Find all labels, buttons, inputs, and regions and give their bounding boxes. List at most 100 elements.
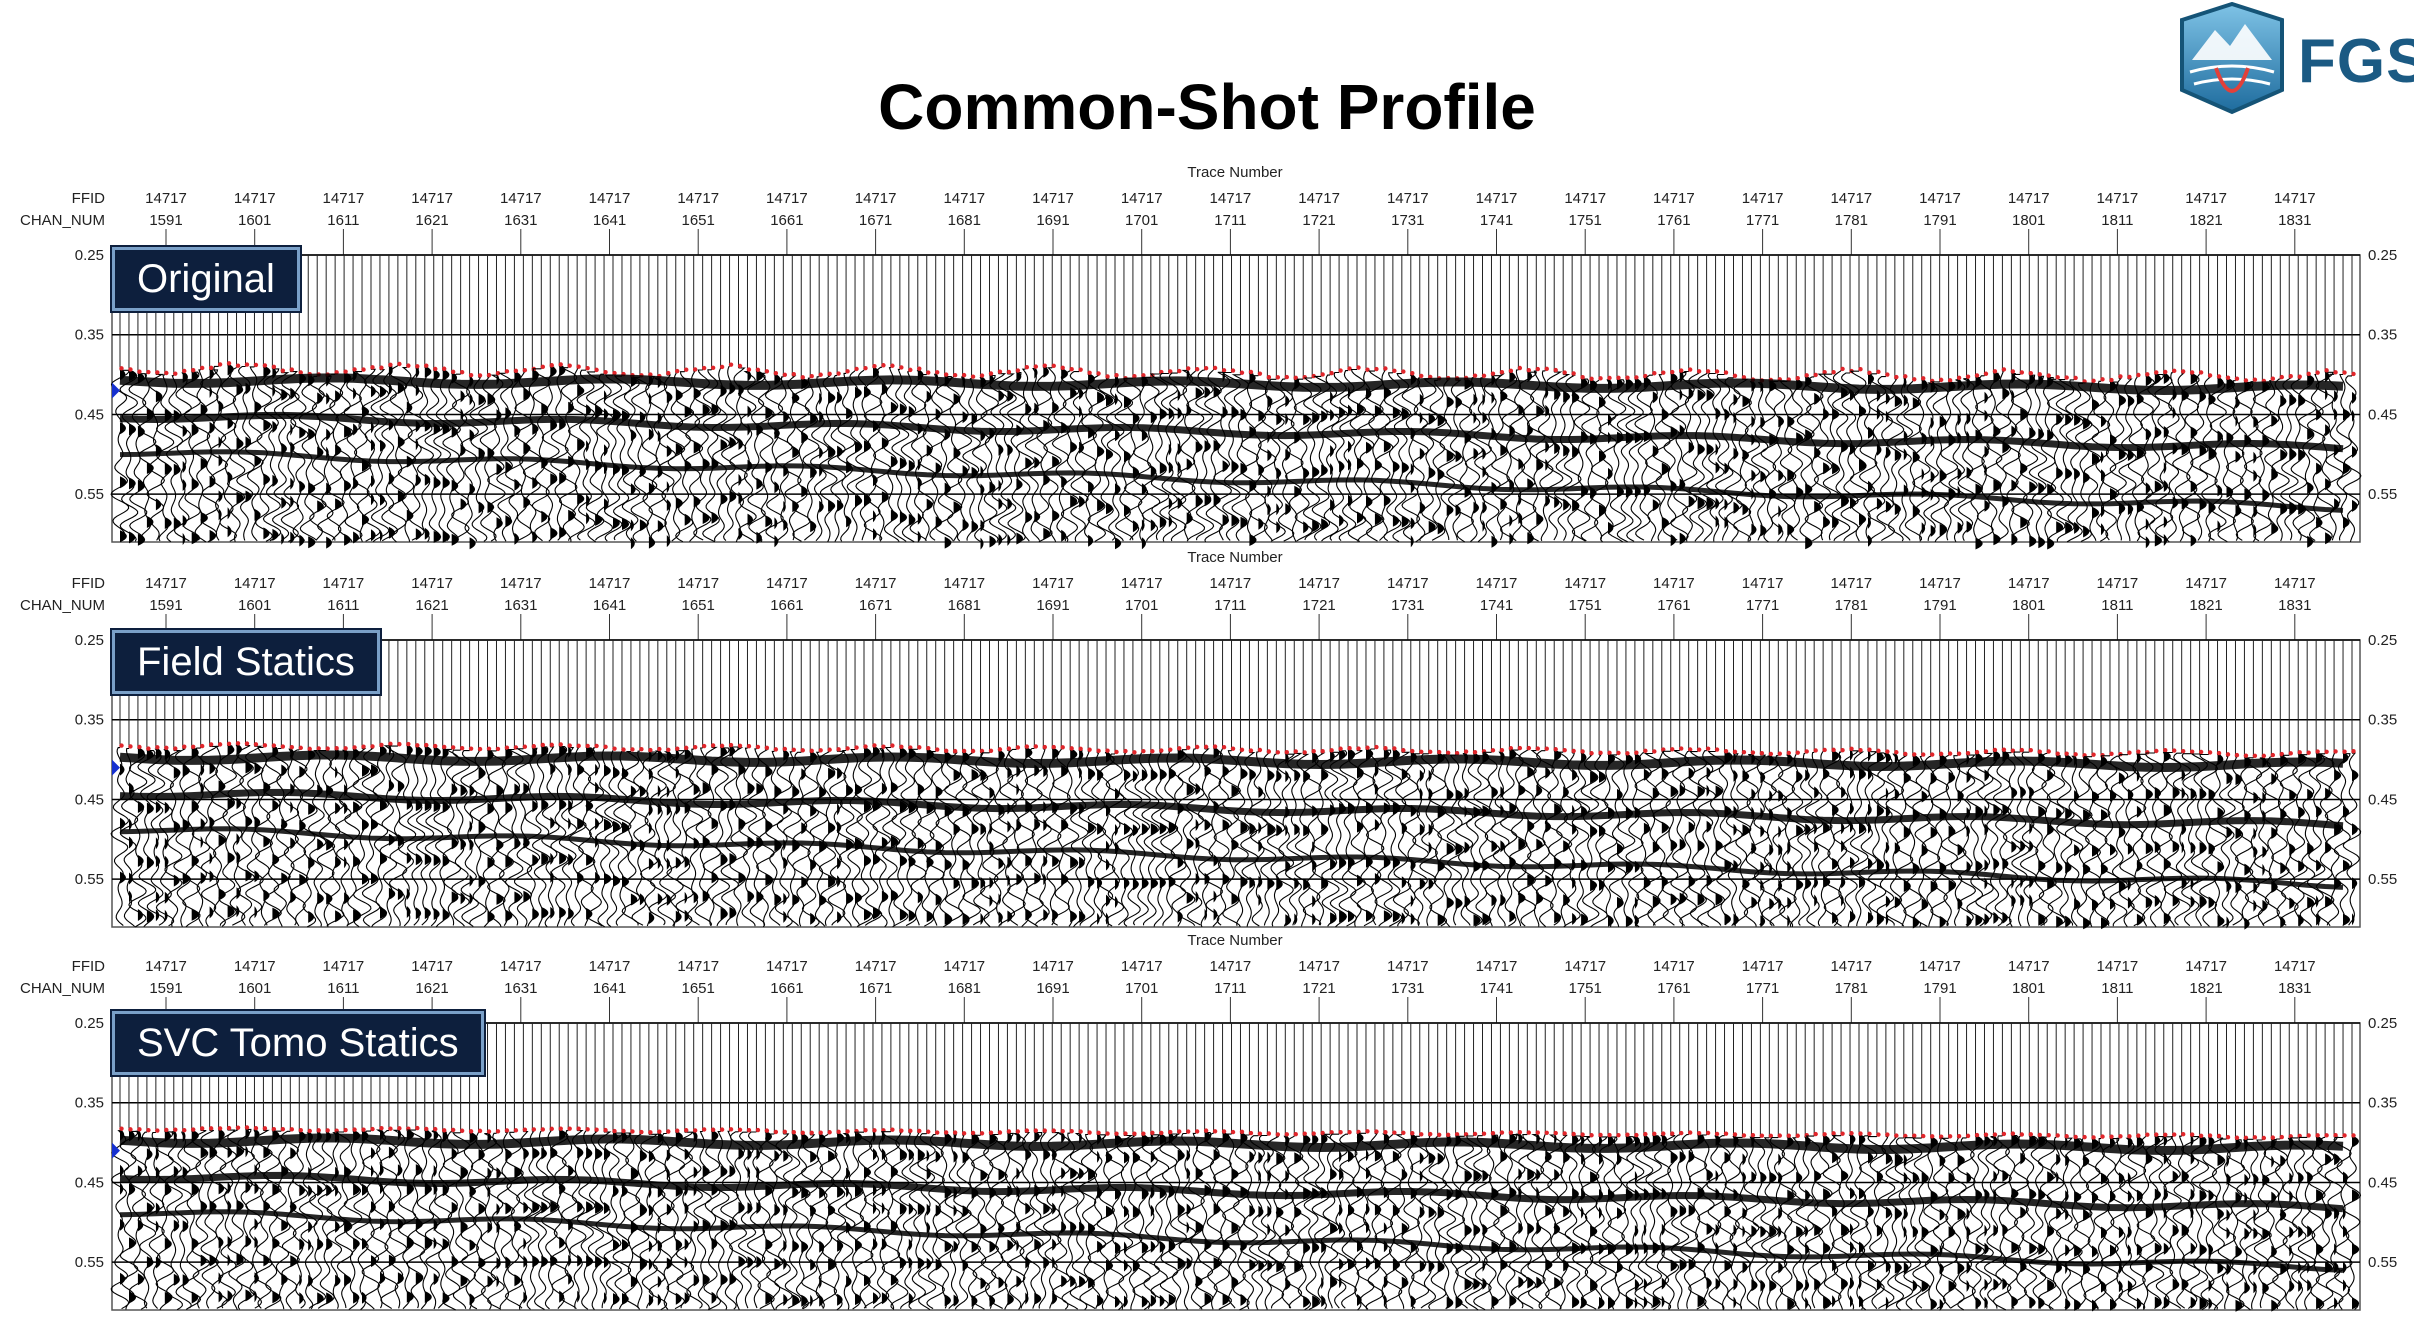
trace-fill-lobe <box>1401 461 1409 474</box>
trace-fill-lobe <box>998 443 1004 456</box>
trace-fill-lobe <box>236 851 241 864</box>
trace-fill-lobe <box>693 1166 698 1179</box>
trace-wiggle <box>1392 373 1412 543</box>
first-break-pick <box>1374 366 1379 372</box>
trace-fill-lobe <box>1446 788 1454 801</box>
trace-fill-lobe <box>433 476 441 489</box>
trace-fill-lobe <box>1195 783 1201 795</box>
trace-wiggle <box>576 1130 596 1310</box>
trace-fill-lobe <box>1222 514 1229 527</box>
chan-tick-label: 1591 <box>149 980 182 997</box>
trace-wiggle <box>1499 372 1519 542</box>
trace-fill-lobe <box>1428 841 1432 854</box>
trace-fill-lobe <box>254 1236 258 1249</box>
trace-fill-lobe <box>433 368 440 381</box>
trace-fill-lobe <box>1231 514 1239 527</box>
trace-fill-lobe <box>1894 449 1902 462</box>
trace-wiggle <box>693 369 713 541</box>
first-break-pick <box>262 743 268 748</box>
trace-fill-lobe <box>604 764 611 777</box>
trace-fill-lobe <box>182 425 188 437</box>
first-break-pick <box>1365 745 1370 750</box>
first-break-pick <box>253 742 259 747</box>
ffid-tick-label: 14717 <box>1742 958 1784 975</box>
trace-wiggle <box>280 1130 300 1310</box>
trace-fill-lobe <box>326 536 332 549</box>
fgs-logo-icon <box>2180 2 2284 115</box>
first-break-pick <box>603 369 608 375</box>
trace-fill-lobe <box>1428 520 1436 533</box>
trace-wiggle <box>2234 381 2254 541</box>
trace-fill-lobe <box>1294 485 1301 498</box>
first-break-pick <box>235 1125 241 1130</box>
trace-wiggle <box>648 1133 668 1311</box>
first-break-pick <box>1580 374 1585 380</box>
first-break-pick <box>1472 1131 1478 1137</box>
chan-tick-label: 1641 <box>593 212 626 229</box>
first-break-pick <box>1248 1130 1254 1136</box>
trace-fill-lobe <box>1159 462 1167 474</box>
first-break-pick <box>307 746 312 752</box>
first-break-pick <box>1535 366 1540 372</box>
trace-fill-lobe <box>1760 825 1765 838</box>
trace-fill-lobe <box>613 1293 620 1306</box>
first-break-pick <box>1284 749 1290 755</box>
trace-fill-lobe <box>1778 469 1784 482</box>
trace-wiggle <box>146 373 166 541</box>
trace-fill-lobe <box>2163 534 2168 546</box>
first-break-pick <box>2225 752 2231 757</box>
trace-fill-lobe <box>774 535 779 548</box>
first-break-pick <box>1714 1131 1720 1137</box>
trace-fill-lobe <box>1124 877 1130 889</box>
trace-wiggle <box>1840 372 1860 542</box>
first-break-pick <box>782 1129 788 1135</box>
trace-wiggle <box>1831 751 1851 927</box>
trace-wiggle <box>1105 1135 1125 1311</box>
trace-fill-lobe <box>371 1165 374 1178</box>
first-break-pick <box>2234 376 2240 381</box>
ffid-tick-label: 14717 <box>500 958 542 975</box>
trace-wiggle <box>2244 381 2263 542</box>
trace-fill-lobe <box>2280 395 2287 408</box>
first-break-pick <box>235 741 241 746</box>
first-break-pick <box>1643 748 1648 754</box>
trace-fill-lobe <box>155 390 163 403</box>
trace-fill-lobe <box>1025 908 1032 921</box>
trace-fill-lobe <box>155 1220 159 1233</box>
trace-fill-lobe <box>2307 481 2314 494</box>
trace-fill-lobe <box>1500 390 1508 403</box>
chan-tick-label: 1591 <box>149 212 182 229</box>
trace-fill-lobe <box>1724 1205 1731 1218</box>
trace-fill-lobe <box>514 1274 521 1287</box>
first-break-pick <box>1705 369 1711 374</box>
trace-wiggle <box>899 1132 918 1309</box>
trace-fill-lobe <box>1079 495 1085 508</box>
first-break-pick <box>1221 1129 1227 1134</box>
trace-fill-lobe <box>666 893 672 906</box>
first-break-pick <box>1015 1129 1021 1134</box>
trace-fill-lobe <box>1581 1206 1584 1219</box>
first-break-pick <box>450 745 456 750</box>
trace-fill-lobe <box>1419 1206 1425 1219</box>
trace-wiggle <box>370 746 389 928</box>
trace-fill-lobe <box>1912 916 1920 929</box>
first-break-pick <box>1159 748 1164 753</box>
first-break-pick <box>433 366 438 372</box>
trace-fill-lobe <box>550 816 555 829</box>
ffid-tick-label: 14717 <box>677 575 719 592</box>
trace-fill-lobe <box>442 1292 450 1305</box>
trace-wiggle <box>585 371 605 543</box>
first-break-pick <box>970 1130 976 1136</box>
first-break-pick <box>1885 372 1890 377</box>
trace-fill-lobe <box>406 852 412 864</box>
trace-wiggle <box>595 748 614 928</box>
trace-fill-lobe <box>1267 1259 1273 1272</box>
first-break-pick <box>1490 1131 1496 1136</box>
trace-fill-lobe <box>2199 842 2207 854</box>
trace-fill-lobe <box>1661 875 1668 888</box>
trace-fill-lobe <box>209 906 214 919</box>
trace-fill-lobe <box>1061 1221 1067 1234</box>
trace-wiggle <box>1221 371 1241 541</box>
trace-wiggle <box>559 367 578 542</box>
trace-fill-lobe <box>1115 429 1120 442</box>
